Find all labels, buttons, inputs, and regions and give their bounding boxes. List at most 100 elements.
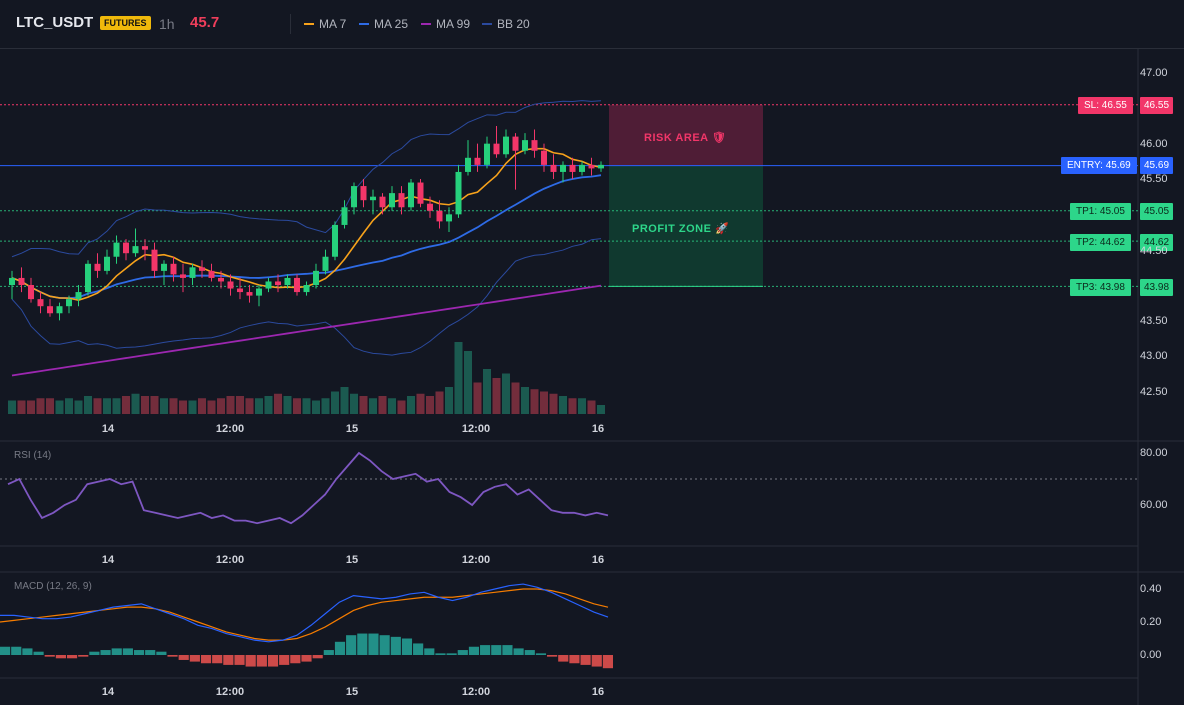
- volume-bar: [46, 398, 54, 414]
- time-axis-label: 12:00: [461, 686, 491, 698]
- risk-area-label: RISK AREA 🛡: [644, 132, 727, 144]
- macd-histogram-bar: [44, 655, 55, 657]
- macd-histogram-bar: [413, 643, 424, 655]
- time-axis-label: 16: [591, 423, 605, 435]
- volume-bar: [331, 391, 339, 414]
- macd-histogram-bar: [111, 648, 122, 655]
- volume-bar: [369, 398, 377, 414]
- candle-body: [541, 150, 547, 165]
- volume-bar: [473, 382, 482, 414]
- sl-price-tag: 46.55: [1140, 97, 1174, 114]
- macd-histogram-bar: [524, 650, 535, 655]
- timeframe-label[interactable]: 1h: [159, 16, 175, 32]
- macd-histogram-bar: [178, 655, 189, 660]
- candle-body: [189, 267, 196, 278]
- macd-histogram-bar: [223, 655, 234, 665]
- macd-line: [0, 583, 609, 643]
- price-axis-label: 43.00: [1140, 350, 1168, 362]
- legend-bb20-label: BB 20: [497, 17, 530, 31]
- tp2-tag: TP2: 44.62: [1070, 234, 1131, 251]
- macd-histogram-bar: [0, 646, 11, 655]
- volume-bar: [122, 396, 130, 414]
- candle-body: [75, 292, 82, 300]
- macd-histogram-bar: [491, 645, 502, 655]
- volume-bar: [568, 398, 577, 414]
- macd-histogram-bar: [435, 653, 446, 655]
- candle-body: [398, 193, 405, 208]
- volume-bar: [407, 396, 415, 414]
- volume-bar: [426, 396, 434, 414]
- last-price: 45.7: [190, 14, 220, 31]
- time-axis-label: 16: [591, 554, 605, 566]
- macd-histogram-bar: [22, 648, 33, 655]
- candle-body: [389, 193, 395, 208]
- time-axis-label: 14: [101, 423, 115, 435]
- macd-histogram-bar: [234, 655, 245, 665]
- price-axis-label: 45.50: [1140, 173, 1168, 185]
- candle-body: [503, 136, 509, 155]
- candle-body: [294, 277, 300, 293]
- volume-bar: [217, 398, 225, 414]
- ma25-line: [11, 174, 602, 300]
- candle-body: [493, 143, 500, 155]
- volume-bar: [27, 400, 35, 414]
- candle-body: [560, 164, 566, 172]
- volume-bar: [530, 389, 539, 414]
- macd-axis-label: 0.00: [1140, 649, 1162, 661]
- volume-bar: [150, 396, 159, 414]
- volume-bar: [112, 398, 121, 414]
- candle-body: [284, 277, 291, 285]
- macd-histogram-bar: [368, 633, 379, 655]
- entry-price-tag: 45.69: [1140, 157, 1174, 174]
- rsi-title: RSI (14): [14, 450, 52, 461]
- bb-lower-line: [11, 238, 602, 356]
- legend-ma25[interactable]: MA 25: [359, 17, 408, 31]
- volume-bar: [416, 393, 425, 414]
- candle-body: [113, 242, 120, 257]
- macd-histogram-bar: [167, 655, 178, 657]
- bb-upper-line: [11, 100, 602, 258]
- candle-body: [142, 246, 148, 250]
- ma25-swatch: [359, 23, 369, 25]
- legend-ma99[interactable]: MA 99: [421, 17, 470, 31]
- volume-bar: [312, 400, 320, 414]
- legend-bb20[interactable]: BB 20: [482, 17, 530, 31]
- volume-bar: [264, 396, 273, 414]
- volume-bar: [65, 398, 73, 414]
- candle-body: [208, 270, 215, 278]
- candle-body: [313, 270, 319, 285]
- price-axis-label: 44.50: [1140, 245, 1168, 257]
- tp2-price-tag: 44.62: [1140, 234, 1174, 251]
- legend-ma7[interactable]: MA 7: [304, 17, 346, 31]
- entry-tag: ENTRY: 45.69: [1061, 157, 1137, 174]
- candle-body: [56, 306, 63, 314]
- macd-histogram-bar: [290, 655, 301, 664]
- candle-body: [9, 277, 15, 285]
- volume-bar: [445, 387, 453, 414]
- macd-histogram-bar: [535, 653, 547, 655]
- macd-histogram-bar: [89, 651, 100, 655]
- volume-bar: [511, 382, 520, 414]
- macd-histogram-bar: [55, 655, 66, 659]
- header-divider: [290, 14, 291, 34]
- candle-body: [322, 256, 329, 271]
- volume-bar: [559, 396, 567, 414]
- symbol-title[interactable]: LTC_USDT: [16, 14, 94, 31]
- profit-zone-label: PROFIT ZONE 🚀: [632, 223, 730, 235]
- candle-body: [132, 246, 139, 254]
- candle-body: [151, 249, 158, 271]
- macd-histogram-bar: [357, 633, 368, 655]
- time-axis-label: 12:00: [461, 554, 491, 566]
- tp3-tag: TP3: 43.98: [1070, 279, 1131, 296]
- time-axis-label: 15: [345, 686, 359, 698]
- macd-histogram-bar: [379, 635, 390, 655]
- time-axis-label: 15: [345, 554, 359, 566]
- macd-title: MACD (12, 26, 9): [14, 581, 92, 592]
- futures-badge: FUTURES: [100, 16, 151, 30]
- candle-body: [474, 157, 481, 165]
- tp1-price-tag: 45.05: [1140, 203, 1174, 220]
- volume-bar: [36, 398, 45, 414]
- candle-body: [427, 203, 433, 211]
- macd-histogram-bar: [457, 650, 468, 655]
